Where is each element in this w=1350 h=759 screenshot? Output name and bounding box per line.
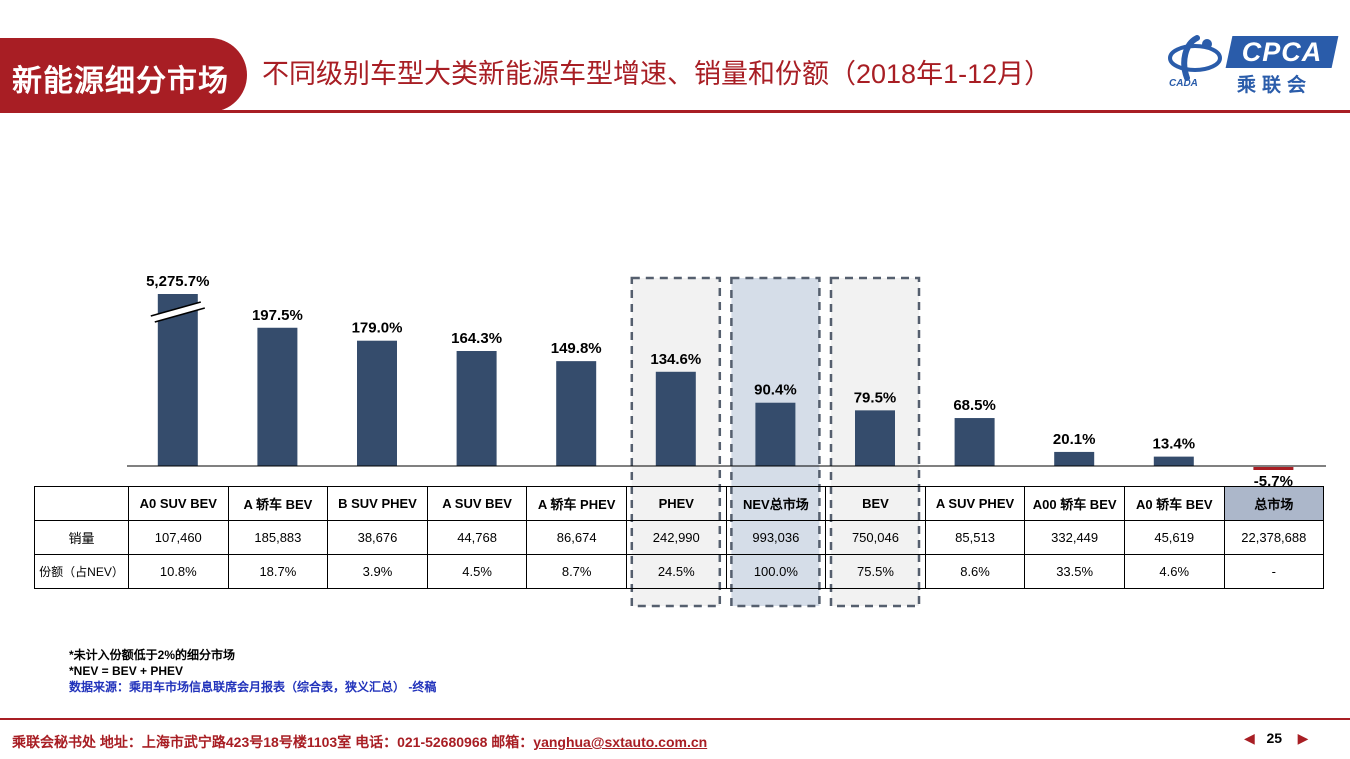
row-label: 销量: [34, 520, 129, 555]
table-cell: 750,046: [825, 520, 926, 555]
column-header: A SUV BEV: [426, 486, 528, 521]
table-cell: 18.7%: [227, 554, 329, 589]
column-header: BEV: [825, 486, 926, 521]
table-cell: 4.5%: [426, 554, 528, 589]
bar-5: [655, 371, 696, 466]
bar-9: [1054, 451, 1095, 466]
bar-1: [257, 327, 298, 466]
table-cell: 4.6%: [1123, 554, 1225, 589]
next-page-icon[interactable]: ▶: [1297, 730, 1309, 746]
column-header: NEV总市场: [725, 486, 827, 521]
data-table: A0 SUV BEV A 轿车 BEV B SUV PHEV A SUV BEV A 轿…: [34, 486, 1325, 589]
footer-contact: 乘联会秘书处 地址：上海市武宁路423号18号楼1103室 电话：021-526…: [12, 734, 534, 750]
value-label-9: 20.1%: [1053, 431, 1096, 448]
cpca-cn-text: 乘联会: [1237, 75, 1313, 96]
table-cell: 33.5%: [1024, 554, 1125, 589]
bar-2: [357, 340, 397, 466]
table-cell: 8.7%: [526, 554, 627, 589]
table-cell: 10.8%: [128, 554, 229, 589]
note-share-threshold: *未计入份额低于2%的细分市场: [69, 648, 236, 662]
bar-3: [456, 350, 497, 466]
column-header: A 轿车 BEV: [227, 486, 329, 521]
notes: *未计入份额低于2%的细分市场 *NEV = BEV + PHEV 数据来源：乘…: [69, 647, 436, 695]
header-divider: [0, 110, 1350, 113]
footer-email-link[interactable]: yanghua@sxtauto.com.cn: [533, 734, 708, 750]
column-header: A00 轿车 BEV: [1024, 486, 1125, 521]
value-label-8: 68.5%: [953, 397, 996, 414]
bar-0: [157, 294, 198, 466]
value-label-7: 79.5%: [854, 389, 897, 406]
value-label-4: 149.8%: [551, 340, 602, 357]
value-label-10: 13.4%: [1153, 436, 1196, 453]
table-cell: 38,676: [327, 520, 428, 555]
table-cell: 332,449: [1024, 520, 1125, 555]
value-labels: 5,275.7% 197.5% 179.0% 164.3% 149.8% 134.6% 90…: [146, 273, 1293, 490]
table-row: 销量 107,460 185,883 38,676 44,768 86,674 242,99…: [34, 520, 1325, 555]
table-cell: 3.9%: [327, 554, 428, 589]
value-label-5: 134.6%: [650, 351, 701, 368]
table-cell: 242,990: [625, 520, 727, 555]
table-cell: 100.0%: [725, 554, 827, 589]
bar-7: [855, 410, 895, 466]
table-cell: 993,036: [725, 520, 827, 555]
bar-8: [954, 418, 995, 466]
table-row: 份额（占NEV） 10.8% 18.7% 3.9% 4.5% 8.7% 24.5% 100.0…: [34, 554, 1325, 589]
pager: ◀ 25 ▶: [1244, 730, 1308, 747]
column-header: A0 轿车 BEV: [1123, 486, 1225, 521]
table-cell: 44,768: [426, 520, 528, 555]
axis-break-gap: [150, 302, 205, 322]
axis-break-line-1: [150, 301, 202, 317]
table-header-row: A0 SUV BEV A 轿车 BEV B SUV PHEV A SUV BEV A 轿…: [34, 486, 1325, 521]
footer-divider: [0, 718, 1350, 720]
column-header: PHEV: [625, 486, 727, 521]
page-title: 不同级别车型大类新能源车型增速、销量和份额（2018年1-12月）: [262, 59, 1052, 89]
value-label-1: 197.5%: [252, 307, 303, 324]
axis-break-line-2: [154, 307, 206, 323]
column-header: A 轿车 PHEV: [526, 486, 627, 521]
table-cell: 24.5%: [625, 554, 727, 589]
table-cell: 8.6%: [924, 554, 1026, 589]
data-source: 数据来源：乘用车市场信息联席会月报表（综合表，狭义汇总） -终稿: [69, 680, 437, 694]
bar-11: [1253, 467, 1294, 470]
prev-page-icon[interactable]: ◀: [1244, 730, 1255, 746]
row-label: 份额（占NEV）: [34, 554, 129, 589]
value-label-2: 179.0%: [352, 320, 403, 337]
value-label-6: 90.4%: [754, 382, 797, 399]
column-header: A SUV PHEV: [924, 486, 1026, 521]
bar-10: [1153, 456, 1194, 466]
table-cell: 75.5%: [825, 554, 926, 589]
value-label-11: -5.7%: [1254, 473, 1293, 490]
table-cell: 86,674: [526, 520, 627, 555]
value-label-0: 5,275.7%: [146, 273, 209, 290]
cada-emblem-icon: [1168, 35, 1222, 81]
table-cell: 185,883: [227, 520, 329, 555]
cpca-logo: CADA CPCA 乘联会: [1163, 34, 1345, 96]
cada-text: CADA: [1169, 78, 1198, 89]
table-cell: 22,378,688: [1223, 520, 1325, 555]
column-header: 总市场: [1223, 486, 1325, 521]
section-title: 新能源细分市场: [12, 65, 229, 98]
section-tab: 新能源细分市场: [0, 38, 247, 112]
bars: [150, 294, 1294, 470]
header-blank-cell: [34, 486, 129, 521]
column-header: B SUV PHEV: [327, 486, 428, 521]
note-nev-definition: *NEV = BEV + PHEV: [69, 664, 184, 678]
footer: 乘联会秘书处 地址：上海市武宁路423号18号楼1103室 电话：021-526…: [12, 732, 707, 752]
bar-4: [556, 361, 597, 466]
bar-6: [755, 402, 796, 466]
table-cell: -: [1223, 554, 1325, 589]
table-cell: 85,513: [924, 520, 1026, 555]
table-cell: 45,619: [1123, 520, 1225, 555]
value-label-3: 164.3%: [451, 330, 502, 347]
table-cell: 107,460: [128, 520, 229, 555]
column-header: A0 SUV BEV: [128, 486, 229, 521]
page-number: 25: [1266, 730, 1283, 746]
